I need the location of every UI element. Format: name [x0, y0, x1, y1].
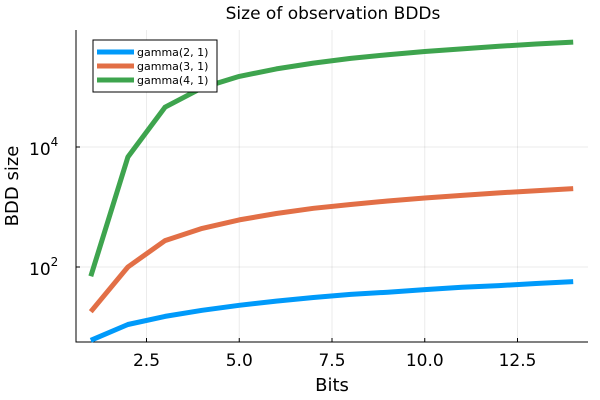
- legend: gamma(2, 1)gamma(3, 1)gamma(4, 1): [92, 39, 218, 93]
- y-axis-label: BDD size: [2, 146, 23, 227]
- x-tick-label: 2.5: [133, 351, 160, 371]
- x-axis-label: Bits: [315, 375, 349, 396]
- legend-label-2: gamma(3, 1): [137, 60, 208, 73]
- x-tick-label: 5.0: [226, 351, 253, 371]
- chart-title: Size of observation BDDs: [226, 4, 441, 24]
- legend-box: [92, 39, 218, 93]
- legend-label-1: gamma(2, 1): [137, 46, 208, 59]
- x-tick-label: 10.0: [406, 351, 444, 371]
- grid: [76, 30, 588, 342]
- series-line-3: [88, 39, 574, 278]
- y-tick-label: 104: [29, 135, 58, 160]
- y-tick-labels: 102 104: [29, 135, 80, 280]
- series-line-2: [88, 186, 574, 314]
- x-tick-label: 7.5: [318, 351, 345, 371]
- x-tick-labels: 2.5 5.0 7.5 10.0 12.5: [133, 338, 536, 371]
- series-layer: [88, 39, 574, 343]
- axis-frame: [75, 30, 588, 343]
- series-line-1: [89, 279, 574, 343]
- legend-label-3: gamma(4, 1): [137, 74, 208, 87]
- x-tick-label: 12.5: [499, 351, 537, 371]
- y-tick-label: 102: [29, 255, 58, 280]
